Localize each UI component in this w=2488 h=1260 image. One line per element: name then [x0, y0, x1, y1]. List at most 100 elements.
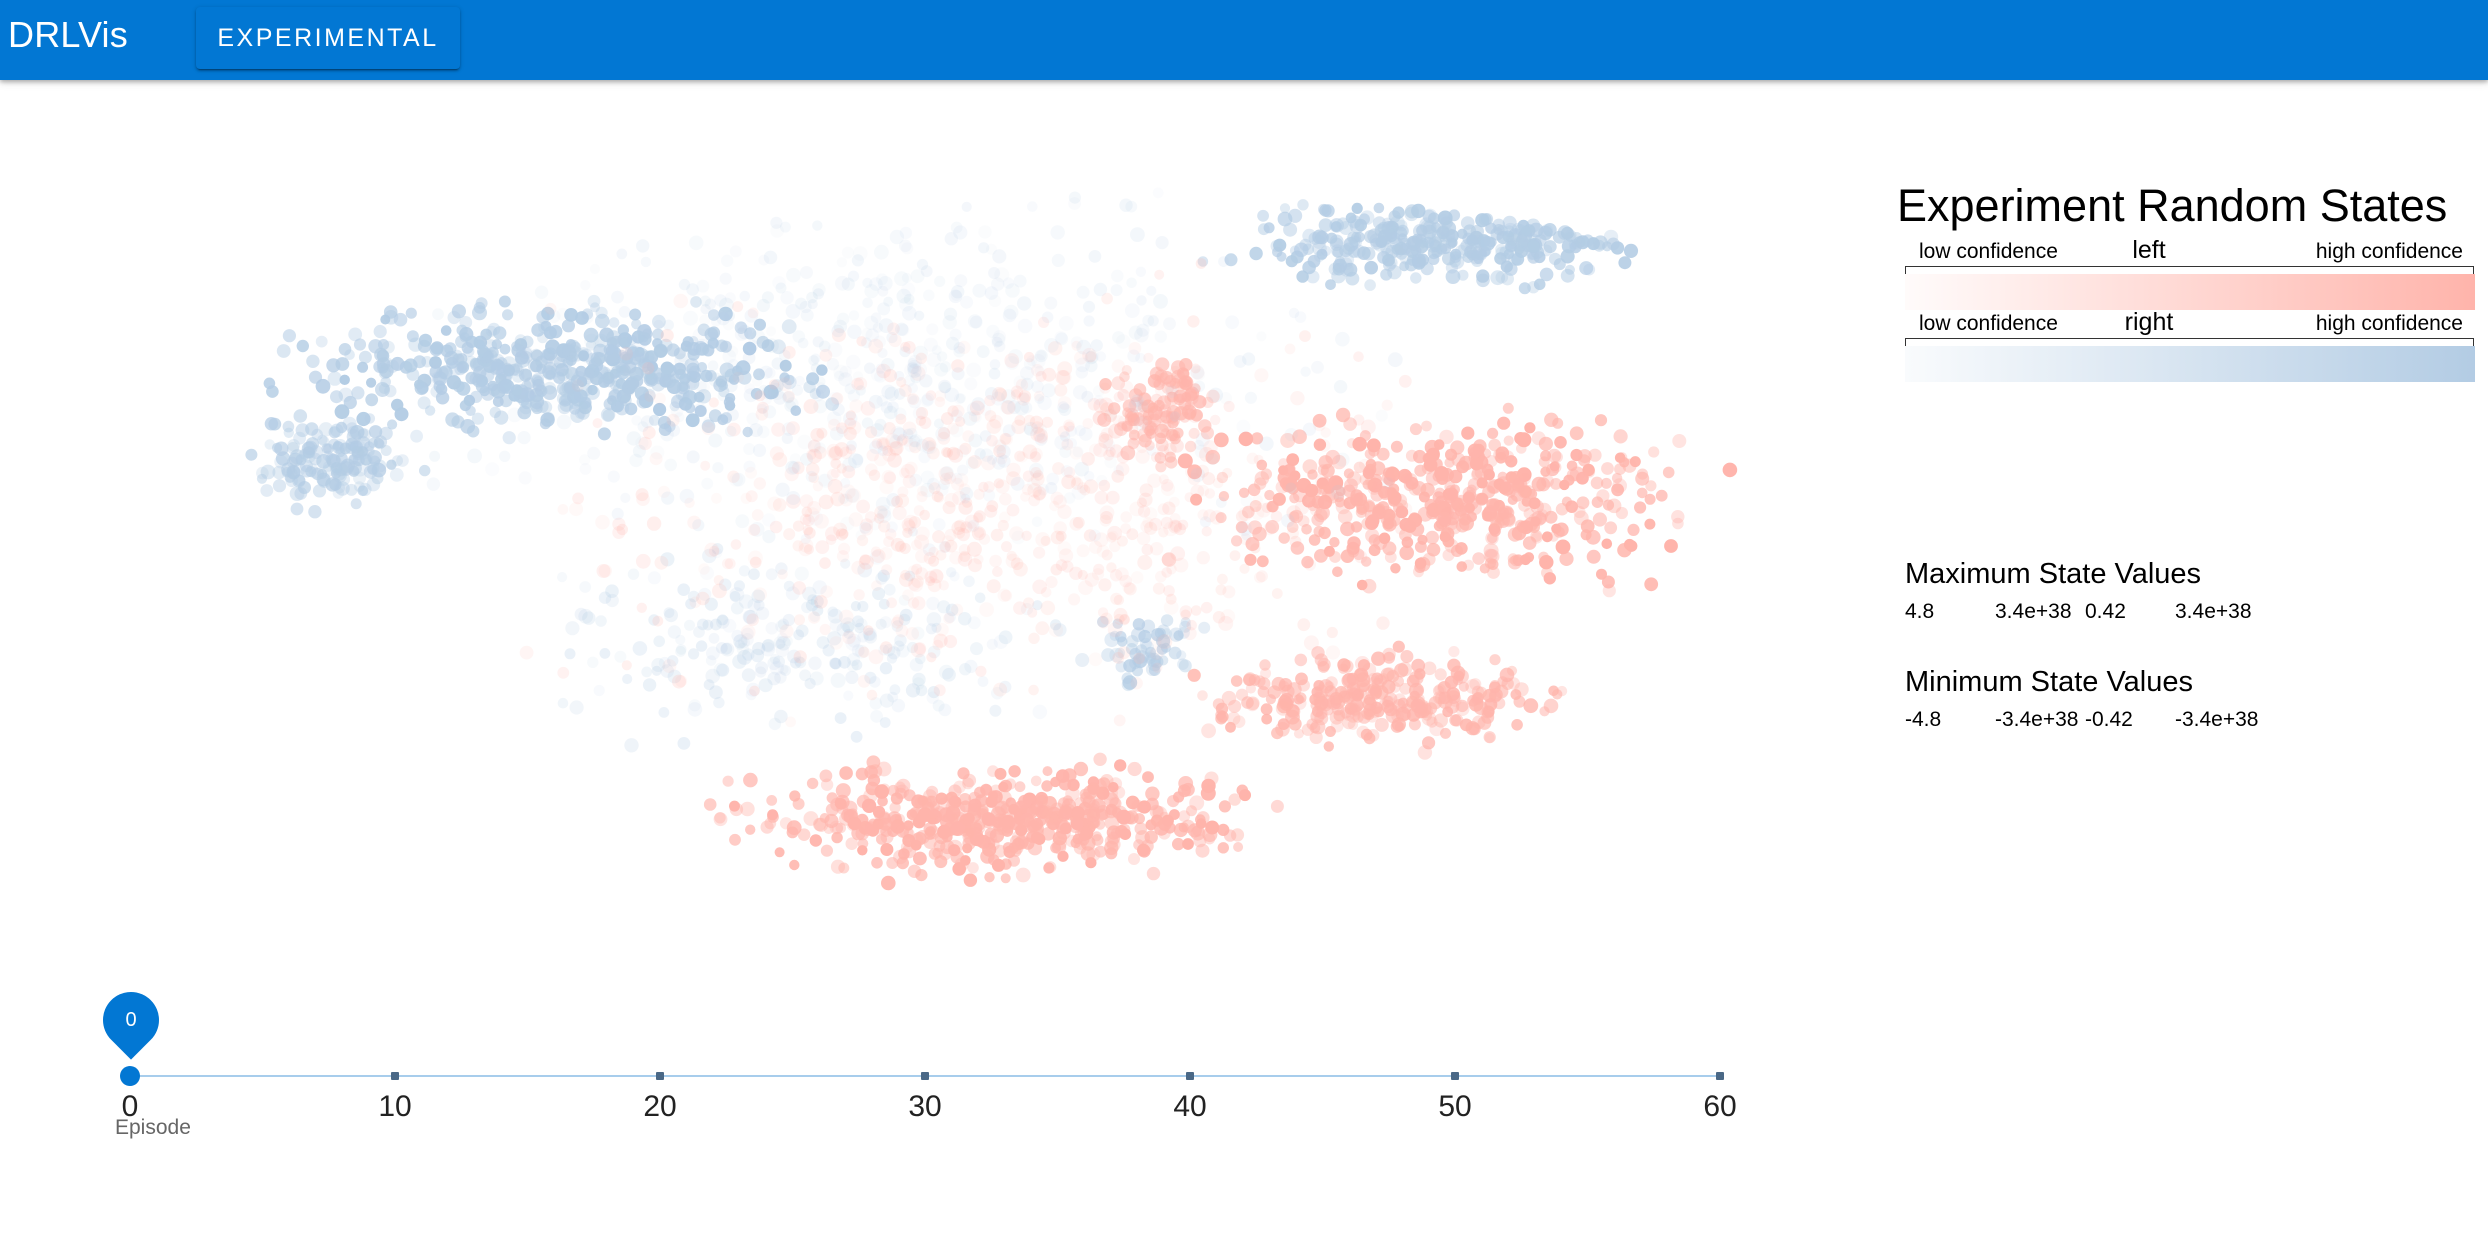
state-point[interactable] [303, 450, 316, 464]
state-point[interactable] [877, 347, 888, 359]
state-point[interactable] [1283, 222, 1298, 237]
state-point[interactable] [886, 332, 898, 344]
state-point[interactable] [1528, 497, 1541, 510]
state-point[interactable] [1239, 563, 1250, 574]
state-point[interactable] [1106, 837, 1121, 852]
state-point[interactable] [1172, 837, 1185, 851]
state-point[interactable] [286, 456, 298, 468]
state-point[interactable] [1079, 830, 1090, 841]
state-point[interactable] [953, 342, 966, 354]
state-point[interactable] [973, 488, 985, 500]
state-point[interactable] [857, 845, 868, 856]
state-point[interactable] [703, 679, 715, 691]
state-point[interactable] [368, 425, 383, 439]
state-point[interactable] [861, 337, 872, 349]
state-point[interactable] [874, 244, 889, 260]
state-point[interactable] [482, 351, 495, 363]
state-point[interactable] [487, 380, 498, 392]
state-point[interactable] [569, 700, 584, 715]
state-point[interactable] [765, 568, 778, 581]
state-point[interactable] [1017, 318, 1033, 334]
state-point[interactable] [883, 583, 896, 596]
state-point[interactable] [1032, 579, 1047, 595]
state-point[interactable] [531, 373, 544, 386]
state-point[interactable] [305, 437, 320, 451]
state-point[interactable] [870, 423, 885, 437]
state-point[interactable] [1124, 303, 1140, 318]
state-point[interactable] [1538, 436, 1553, 451]
state-point[interactable] [1487, 480, 1501, 494]
state-point[interactable] [660, 328, 674, 343]
state-point[interactable] [256, 473, 268, 484]
state-point[interactable] [871, 580, 882, 591]
state-point[interactable] [799, 300, 812, 314]
state-point[interactable] [1370, 237, 1383, 250]
state-point[interactable] [988, 267, 1001, 279]
state-point[interactable] [715, 375, 728, 388]
state-point[interactable] [1091, 834, 1104, 846]
state-point[interactable] [675, 634, 686, 645]
state-point[interactable] [1233, 355, 1247, 368]
state-point[interactable] [1133, 416, 1149, 431]
state-point[interactable] [1320, 245, 1332, 257]
state-point[interactable] [1228, 793, 1241, 806]
state-point[interactable] [1392, 206, 1405, 219]
state-point[interactable] [525, 390, 536, 402]
state-point[interactable] [459, 316, 473, 329]
state-point[interactable] [1135, 830, 1150, 845]
state-point[interactable] [530, 383, 544, 397]
state-point[interactable] [619, 346, 633, 361]
state-point[interactable] [556, 307, 570, 321]
state-point[interactable] [1547, 448, 1562, 463]
state-point[interactable] [1506, 665, 1518, 676]
state-point[interactable] [1257, 686, 1270, 698]
state-point[interactable] [1602, 584, 1616, 598]
state-point[interactable] [1543, 223, 1557, 237]
state-point[interactable] [870, 546, 882, 557]
state-point[interactable] [903, 514, 918, 529]
state-point[interactable] [1190, 493, 1203, 506]
state-point[interactable] [862, 297, 873, 309]
state-point[interactable] [792, 797, 805, 810]
state-point[interactable] [1560, 268, 1575, 283]
state-point[interactable] [1044, 338, 1059, 353]
state-point[interactable] [1356, 579, 1368, 591]
state-point[interactable] [666, 343, 680, 357]
state-point[interactable] [467, 448, 482, 464]
state-point[interactable] [1167, 795, 1180, 808]
state-point[interactable] [1314, 251, 1325, 262]
state-point[interactable] [1235, 521, 1248, 534]
state-point[interactable] [593, 684, 605, 697]
state-point[interactable] [812, 389, 825, 402]
state-point[interactable] [366, 377, 377, 388]
state-point[interactable] [1318, 218, 1333, 233]
state-point[interactable] [938, 541, 951, 553]
state-point[interactable] [712, 462, 724, 474]
state-point[interactable] [879, 817, 893, 831]
state-point[interactable] [814, 442, 826, 454]
state-point[interactable] [1339, 685, 1354, 700]
state-point[interactable] [470, 390, 483, 403]
state-point[interactable] [308, 505, 322, 519]
state-point[interactable] [1016, 296, 1032, 311]
state-point[interactable] [619, 394, 632, 407]
state-point[interactable] [1358, 682, 1369, 693]
state-point[interactable] [1023, 358, 1036, 370]
state-point[interactable] [827, 391, 843, 407]
state-point[interactable] [1511, 480, 1523, 491]
state-point[interactable] [389, 468, 404, 482]
state-point[interactable] [925, 576, 936, 587]
state-point[interactable] [1284, 428, 1298, 442]
state-point[interactable] [1165, 385, 1178, 398]
state-point[interactable] [1100, 511, 1113, 524]
state-point[interactable] [330, 423, 344, 438]
state-point[interactable] [806, 777, 819, 790]
state-point[interactable] [870, 710, 883, 723]
state-point[interactable] [845, 670, 859, 685]
state-point[interactable] [892, 427, 907, 442]
state-point[interactable] [1331, 484, 1346, 500]
state-point[interactable] [387, 419, 398, 430]
state-point[interactable] [564, 648, 576, 660]
state-point[interactable] [892, 505, 907, 521]
state-point[interactable] [800, 452, 813, 466]
